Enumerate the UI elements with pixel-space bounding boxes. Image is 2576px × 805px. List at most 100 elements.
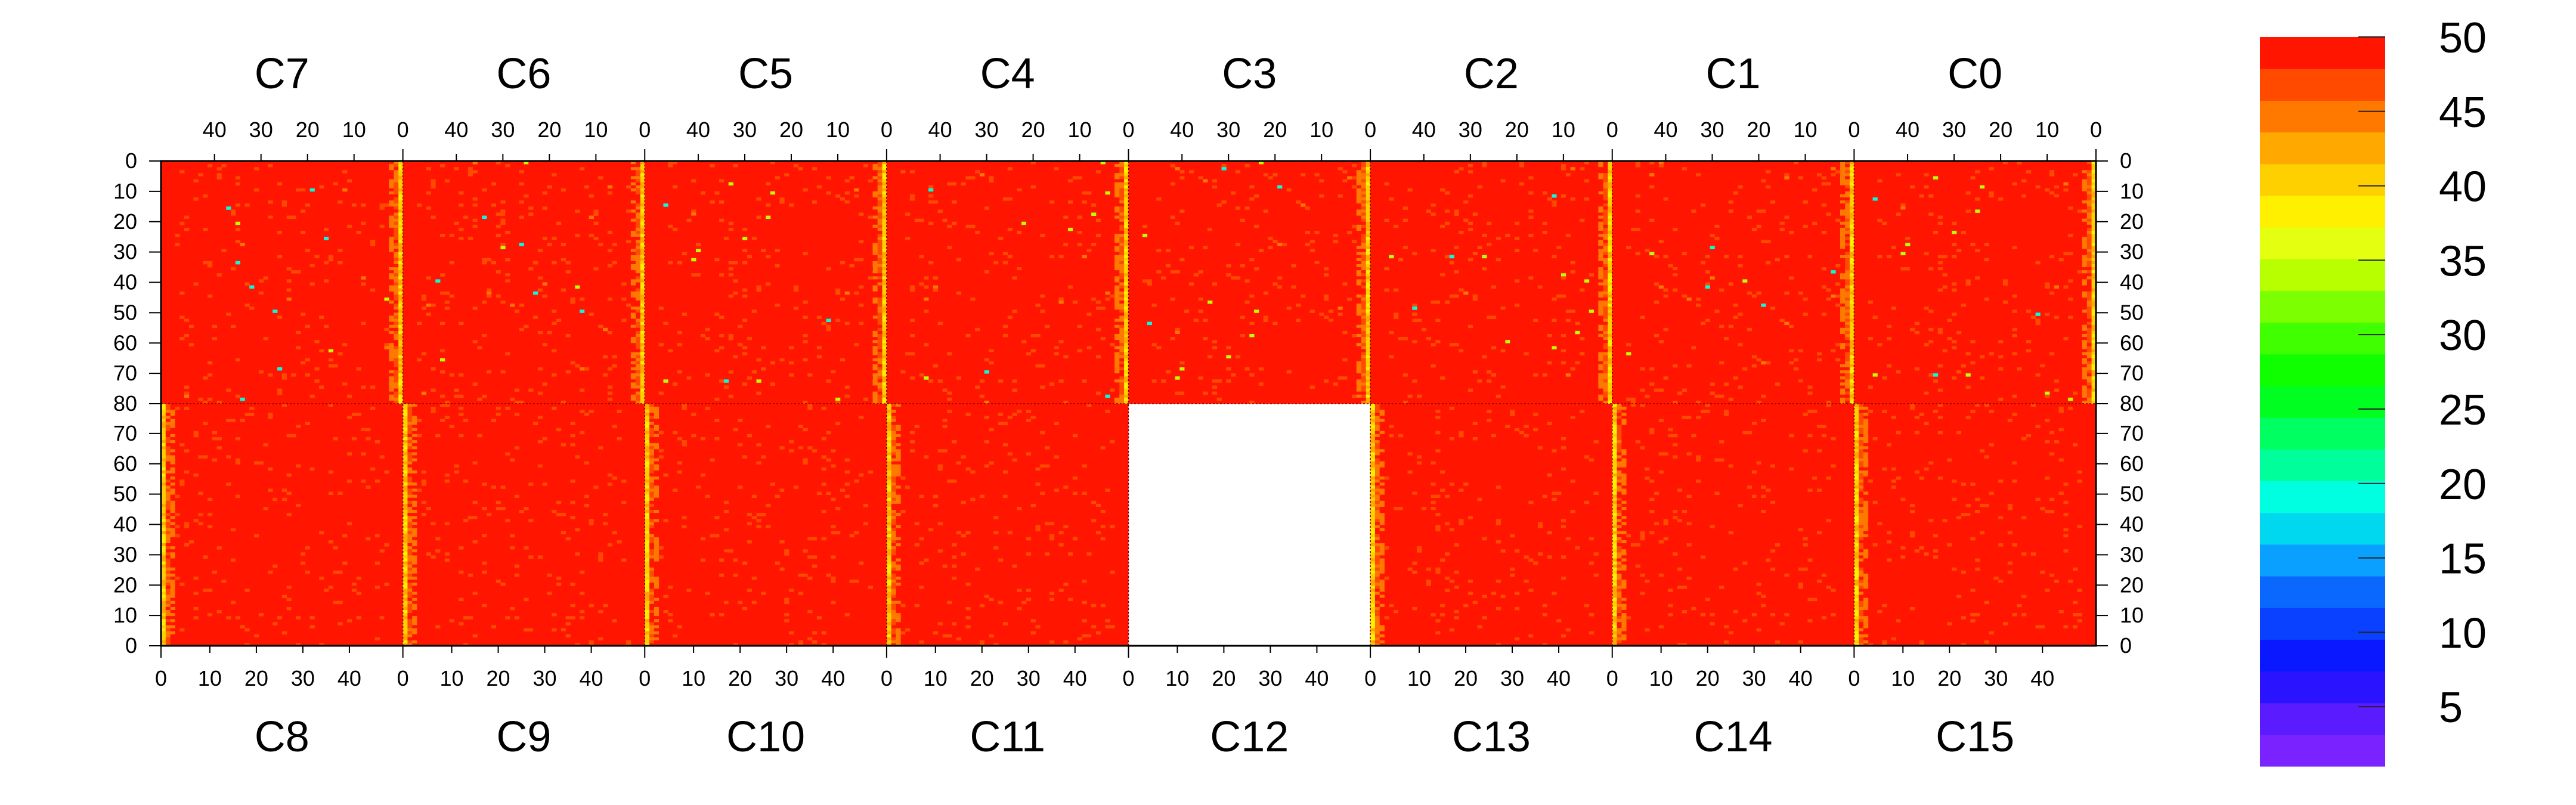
heatmap-cell (1882, 267, 1887, 271)
heatmap-cell (161, 622, 166, 626)
heatmap-cell (1091, 203, 1097, 207)
heatmap-cell (1603, 279, 1608, 283)
chip-c9-background (402, 404, 645, 646)
heatmap-cell (1123, 200, 1129, 204)
heatmap-cell (426, 494, 431, 499)
heatmap-cell (389, 237, 394, 240)
heatmap-cell (188, 519, 194, 522)
heatmap-cell (333, 343, 338, 346)
heatmap-cell (1844, 279, 1850, 283)
heatmap-cell (1840, 206, 1846, 210)
heatmap-cell (630, 224, 636, 228)
heatmap-cell (975, 370, 980, 374)
heatmap-cell (1277, 243, 1283, 246)
heatmap-cell (421, 297, 427, 301)
heatmap-cell (1305, 206, 1311, 210)
heatmap-cell (1100, 161, 1106, 165)
heatmap-cell (1603, 179, 1608, 183)
heatmap-cell (305, 482, 311, 486)
heatmap-cell (1012, 379, 1017, 383)
heatmap-cell (1607, 203, 1613, 207)
heatmap-cell (170, 567, 175, 571)
heatmap-cell (1208, 301, 1213, 304)
heatmap-cell (361, 203, 366, 207)
heatmap-cell (402, 419, 408, 422)
heatmap-cell (2091, 294, 2097, 298)
heatmap-cell (1561, 361, 1566, 365)
heatmap-cell (1361, 185, 1366, 189)
heatmap-cell (496, 333, 501, 338)
heatmap-cell (2077, 337, 2082, 340)
heatmap-cell (882, 258, 887, 262)
heatmap-cell (993, 370, 999, 374)
heatmap-cell (1547, 361, 1552, 365)
heatmap-cell (338, 261, 343, 265)
heatmap-cell (1970, 340, 1976, 343)
heatmap-cell (2068, 297, 2073, 301)
heatmap-cell (1542, 373, 1547, 377)
heatmap-cell (412, 494, 417, 499)
heatmap-cell (1440, 301, 1445, 304)
heatmap-cell (1654, 282, 1659, 286)
heatmap-cell (1933, 231, 1939, 234)
heatmap-cell (1821, 231, 1826, 234)
heatmap-cell (1645, 249, 1650, 253)
heatmap-cell (1114, 394, 1120, 398)
heatmap-cell (882, 246, 887, 249)
heatmap-cell (2091, 179, 2097, 183)
heatmap-cell (2049, 352, 2055, 355)
heatmap-cell (877, 294, 883, 298)
heatmap-cell (789, 270, 794, 274)
heatmap-cell (258, 613, 264, 617)
heatmap-cell (630, 349, 636, 352)
heatmap-cell (1123, 382, 1129, 386)
heatmap-cell (1598, 394, 1603, 398)
heatmap-cell (2017, 367, 2022, 371)
heatmap-cell (640, 188, 645, 192)
heatmap-cell (1738, 382, 1743, 386)
heatmap-cell (877, 261, 883, 265)
heatmap-cell (398, 288, 404, 292)
heatmap-cell (1500, 385, 1506, 389)
heatmap-cell (584, 461, 590, 465)
heatmap-cell (193, 206, 199, 210)
heatmap-cell (394, 234, 399, 237)
heatmap-cell (1524, 352, 1529, 355)
heatmap-cell (1533, 373, 1538, 377)
heatmap-cell (1361, 309, 1366, 313)
heatmap-cell (412, 407, 417, 410)
heatmap-cell (444, 324, 450, 329)
heatmap-cell (1110, 294, 1115, 298)
heatmap-cell (2030, 330, 2036, 335)
heatmap-cell (1123, 397, 1129, 401)
heatmap-cell (2045, 391, 2050, 395)
heatmap-cell (663, 203, 668, 207)
heatmap-cell (175, 534, 180, 538)
heatmap-cell (1077, 258, 1082, 262)
heatmap-cell (2091, 373, 2097, 377)
heatmap-cell (1142, 215, 1148, 219)
heatmap-cell (161, 473, 166, 477)
heatmap-cell (2091, 304, 2097, 307)
heatmap-cell (1840, 182, 1846, 186)
heatmap-cell (208, 513, 213, 516)
heatmap-cell (556, 500, 562, 504)
heatmap-cell (1175, 391, 1180, 395)
heatmap-cell (301, 361, 306, 365)
heatmap-cell (1528, 209, 1534, 213)
heatmap-cell (803, 340, 808, 343)
heatmap-cell (1012, 388, 1017, 392)
heatmap-cell (2082, 185, 2087, 189)
heatmap-cell (1840, 318, 1846, 323)
heatmap-cell (1361, 355, 1366, 359)
heatmap-cell (463, 234, 469, 237)
heatmap-cell (431, 388, 436, 392)
heatmap-cell (417, 264, 422, 268)
heatmap-cell (175, 367, 180, 371)
heatmap-cell (961, 164, 966, 168)
heatmap-cell (398, 215, 404, 219)
heatmap-cell (2035, 373, 2041, 377)
heatmap-cell (635, 388, 640, 392)
heatmap-cell (1979, 218, 1985, 222)
heatmap-cell (1114, 291, 1120, 295)
